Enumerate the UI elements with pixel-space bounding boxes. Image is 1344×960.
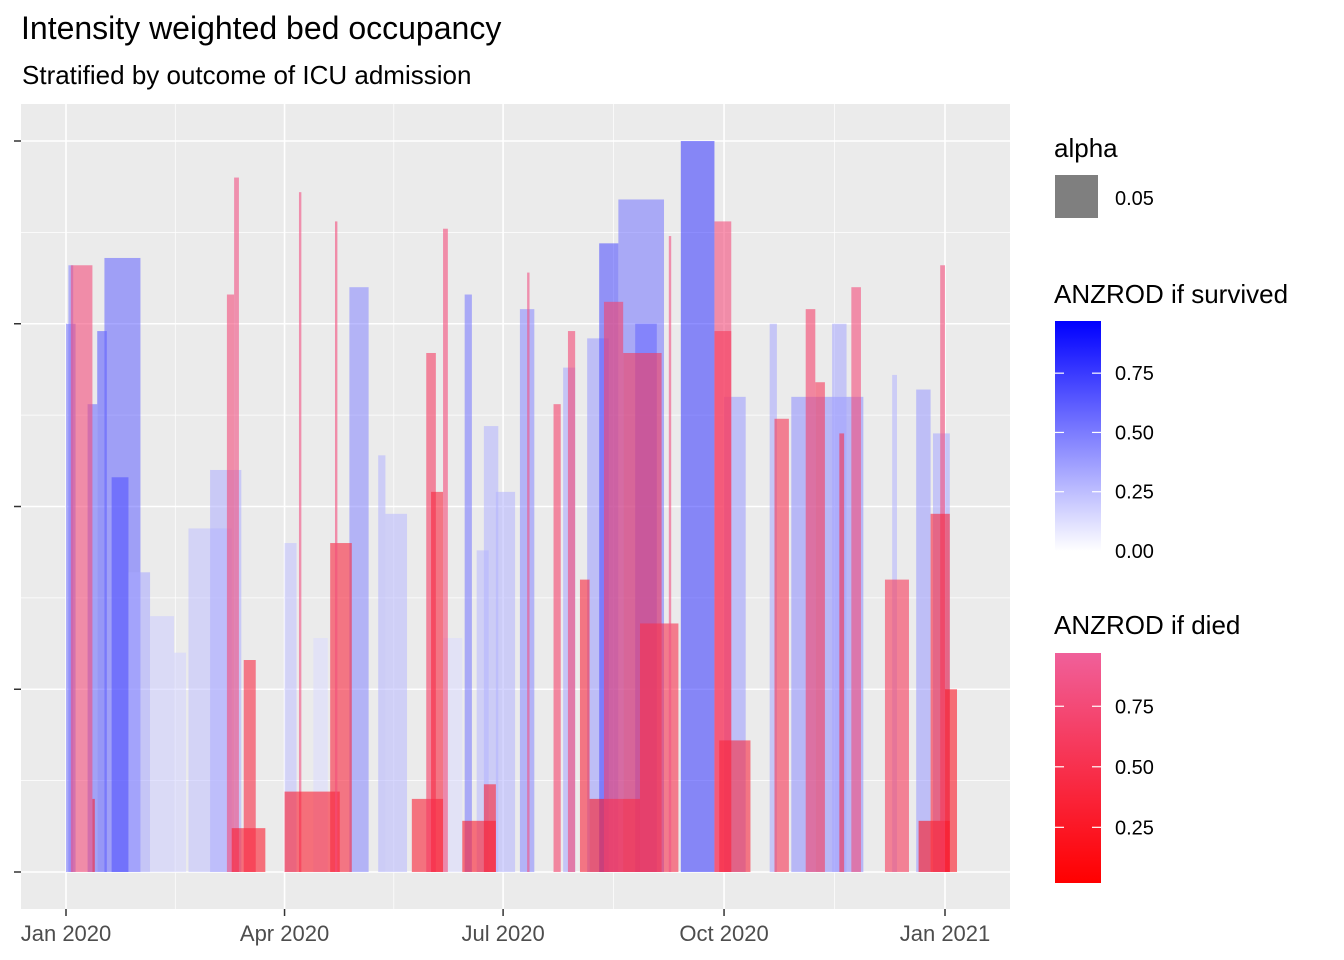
survived-bar [483, 426, 499, 872]
died-bar [851, 287, 861, 872]
legend-label-died: 0.50 [1115, 757, 1154, 779]
died-bar [298, 192, 302, 873]
legend-title-survived: ANZROD if survived [1054, 279, 1288, 309]
survived-bar [916, 389, 931, 872]
died-bars [70, 177, 958, 873]
survived-bar [769, 323, 777, 872]
died-bar [431, 491, 444, 872]
died-bar [330, 543, 352, 872]
x-tick-label: Jul 2020 [462, 921, 545, 946]
x-axis: Jan 2020 Apr 2020 Jul 2020 Oct 2020 Jan 2021 [21, 909, 991, 946]
x-tick-label: Oct 2020 [679, 921, 768, 946]
survived-bar [128, 572, 151, 872]
died-bar [92, 798, 95, 872]
died-bar [579, 579, 590, 872]
survived-bar [150, 616, 175, 872]
died-bar [603, 301, 624, 872]
died-bar [714, 331, 732, 872]
died-bar [527, 272, 530, 873]
legend-label-died: 0.25 [1115, 817, 1154, 839]
legend: alpha 0.05 ANZROD if survived 0.75 0.50 0.25 0… [1054, 133, 1288, 883]
died-bar [639, 623, 679, 872]
legend-label-survived: 0.00 [1115, 541, 1154, 563]
survived-bar [385, 513, 408, 872]
died-bar [884, 579, 909, 872]
died-bar [805, 309, 816, 872]
died-bar [567, 331, 576, 872]
chart-subtitle: Stratified by outcome of ICU admission [22, 60, 472, 90]
died-bar [815, 382, 825, 872]
legend-label-alpha: 0.05 [1115, 188, 1154, 210]
legend-title-died: ANZROD if died [1054, 610, 1240, 640]
survived-bar [349, 287, 369, 872]
died-bar [774, 418, 789, 872]
colorbar-survived [1055, 321, 1101, 551]
died-bar [70, 265, 93, 872]
survived-bar [111, 477, 129, 872]
died-bar [839, 433, 845, 872]
x-tick-label: Jan 2021 [900, 921, 991, 946]
died-bar [719, 740, 751, 872]
legend-label-survived: 0.75 [1115, 363, 1154, 385]
survived-bar [495, 491, 516, 872]
died-bar [443, 228, 448, 873]
died-bar [234, 177, 239, 873]
survived-bar [464, 294, 472, 872]
survived-bar [680, 141, 715, 872]
died-bar [226, 294, 235, 872]
legend-title-alpha: alpha [1054, 133, 1118, 163]
legend-label-survived: 0.25 [1115, 482, 1154, 504]
x-tick-label: Apr 2020 [240, 921, 329, 946]
survived-bar [284, 543, 297, 872]
died-bar [945, 689, 958, 872]
died-bar [668, 236, 672, 872]
died-bar [483, 784, 496, 872]
x-tick-label: Jan 2020 [21, 921, 112, 946]
chart-title: Intensity weighted bed occupancy [21, 10, 502, 46]
survived-bar [174, 652, 187, 872]
legend-label-survived: 0.50 [1115, 422, 1154, 444]
died-bar [334, 221, 338, 872]
survived-bar [378, 455, 386, 872]
y-axis [14, 140, 21, 873]
legend-swatch-alpha [1055, 175, 1098, 218]
died-bar [553, 404, 561, 872]
survived-bar [97, 331, 107, 872]
legend-label-died: 0.75 [1115, 696, 1154, 718]
died-bar [243, 660, 256, 872]
colorbar-died [1055, 653, 1101, 883]
